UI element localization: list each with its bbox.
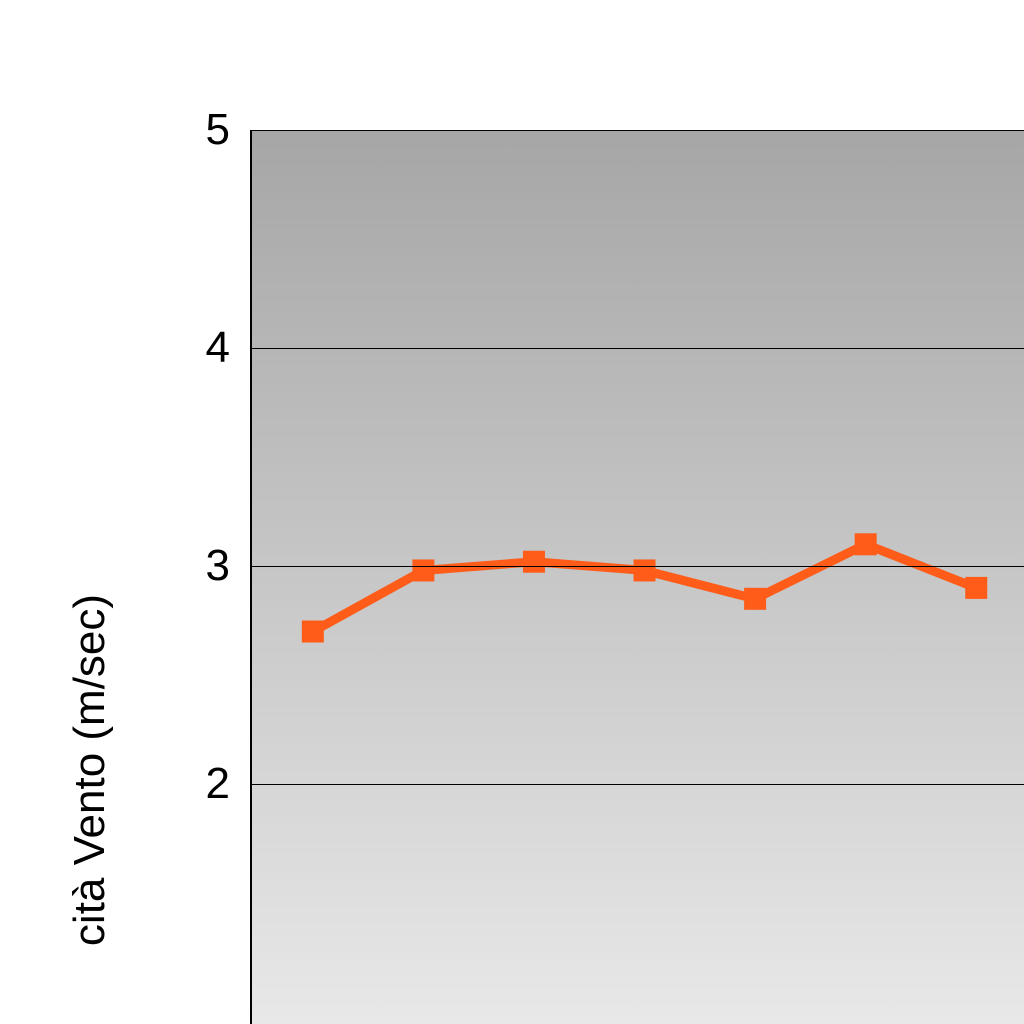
wind-speed-chart: cità Vento (m/sec) 5 4 3 2: [0, 0, 1024, 1024]
data-point-marker: [523, 551, 545, 573]
data-point-marker: [412, 559, 434, 581]
gridline: [252, 566, 1024, 567]
data-point-marker: [965, 577, 987, 599]
y-tick-label: 4: [206, 323, 230, 373]
y-axis-label: cità Vento (m/sec): [65, 594, 115, 946]
data-point-marker: [302, 621, 324, 643]
y-tick-label: 2: [206, 759, 230, 809]
y-tick-label: 3: [206, 541, 230, 591]
gridline: [252, 348, 1024, 349]
plot-area: [250, 130, 1024, 1024]
data-point-marker: [855, 533, 877, 555]
gridline: [252, 130, 1024, 131]
data-point-marker: [634, 559, 656, 581]
gridline: [252, 784, 1024, 785]
line-series-svg: [252, 130, 1024, 1024]
data-point-marker: [744, 588, 766, 610]
y-tick-label: 5: [206, 105, 230, 155]
line-series: [313, 544, 976, 631]
